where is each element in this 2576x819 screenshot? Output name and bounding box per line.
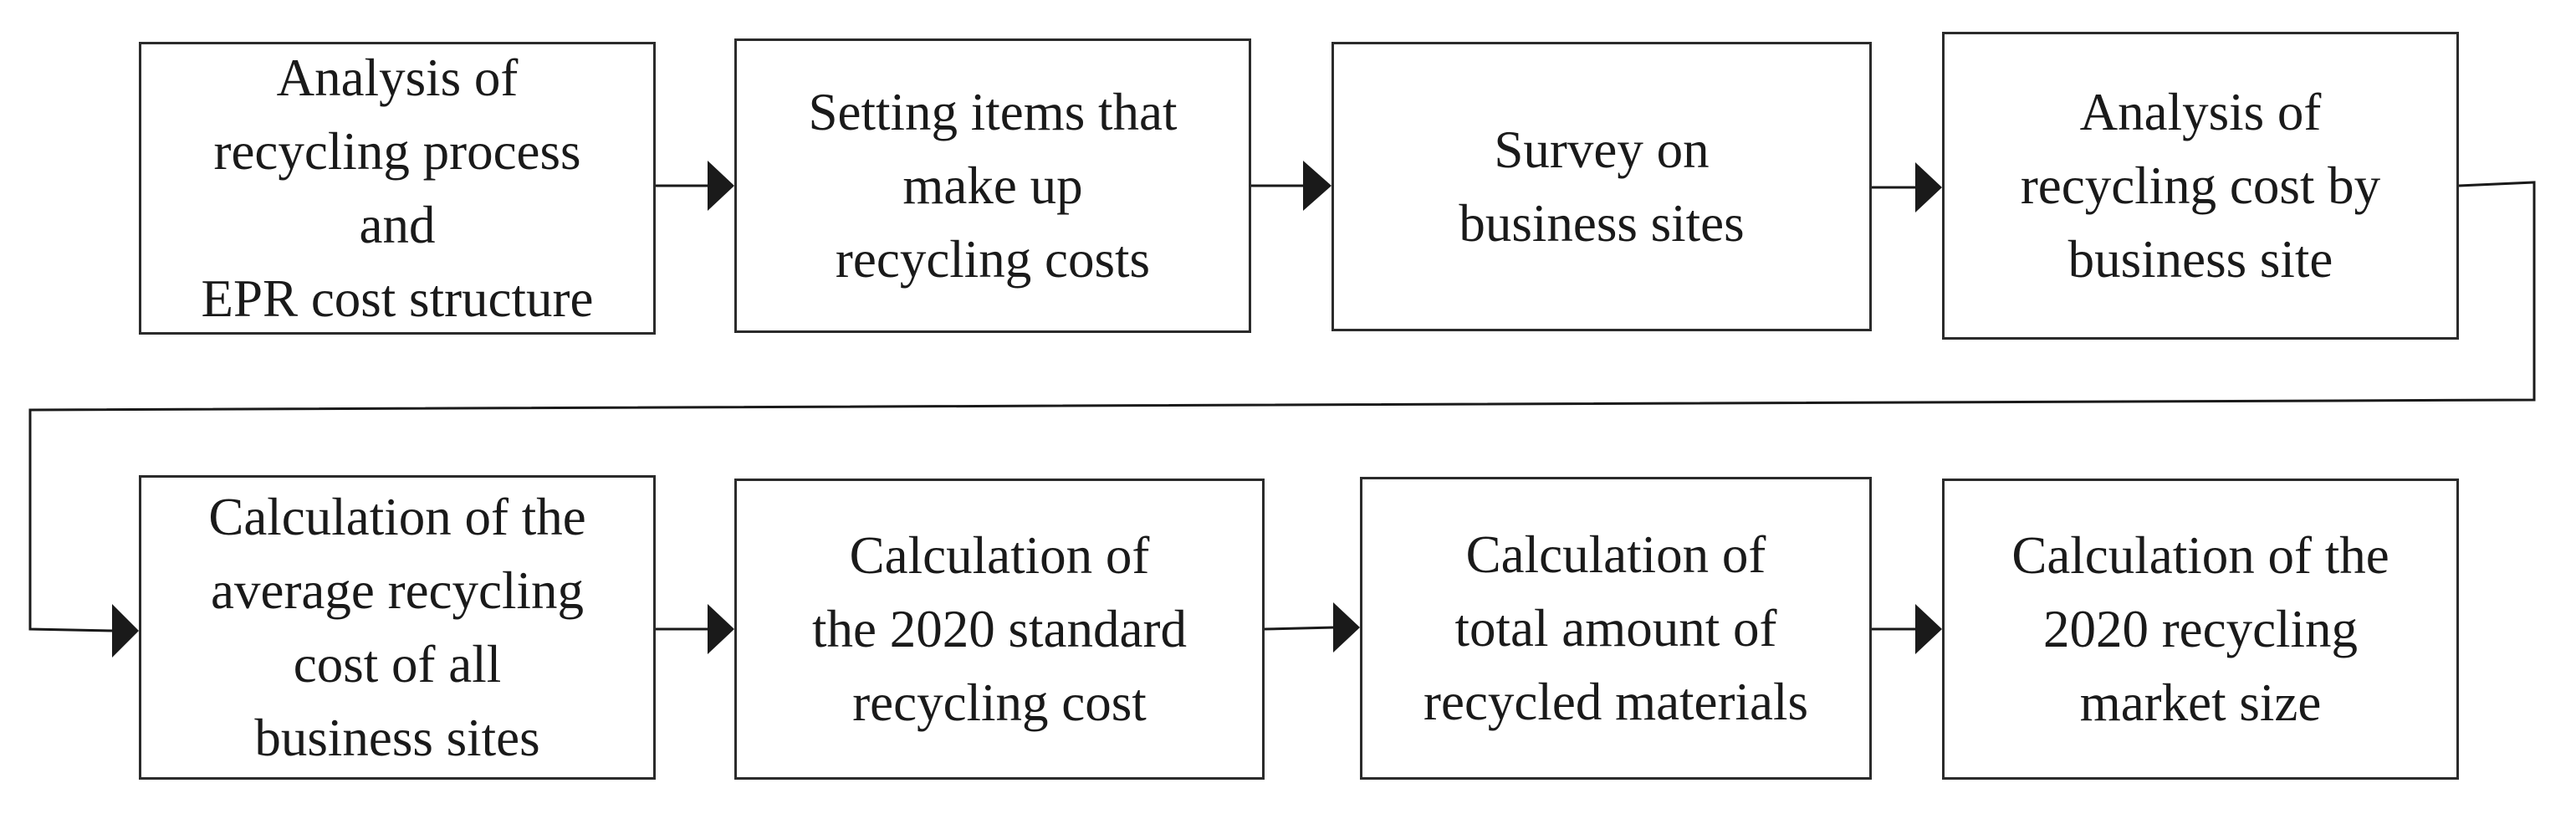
step-label: Calculation of the 2020 recycling market…	[2011, 526, 2389, 732]
step-recycling-market-size: Calculation of the 2020 recycling market…	[1942, 479, 2459, 780]
step-analysis-recycling-process: Analysis of recycling process and EPR co…	[139, 42, 656, 335]
arrow-head-icon	[112, 604, 139, 658]
step-label: Calculation of the 2020 standard recycli…	[812, 526, 1187, 732]
step-analysis-cost-by-site: Analysis of recycling cost by business s…	[1942, 32, 2459, 340]
step-label: Analysis of recycling process and EPR co…	[201, 49, 594, 328]
arrow-head-icon	[1915, 162, 1942, 212]
return-connector	[28, 181, 2536, 632]
step-label: Survey on business sites	[1459, 120, 1745, 253]
step-label: Setting items that make up recycling cos…	[808, 83, 1178, 289]
step-setting-cost-items: Setting items that make up recycling cos…	[734, 38, 1251, 333]
arrow-head-icon	[708, 161, 734, 211]
step-average-recycling-cost: Calculation of the average recycling cos…	[139, 475, 656, 780]
arrow-head-icon	[1915, 604, 1942, 654]
arrow-head-icon	[1333, 602, 1360, 653]
arrow-head-icon	[708, 604, 734, 654]
arrow-head-icon	[1303, 161, 1331, 211]
step-standard-recycling-cost: Calculation of the 2020 standard recycli…	[734, 479, 1265, 780]
connector-line	[1264, 626, 1336, 631]
step-total-recycled-materials: Calculation of total amount of recycled …	[1360, 477, 1872, 780]
step-survey-business-sites: Survey on business sites	[1331, 42, 1872, 331]
step-label: Analysis of recycling cost by business s…	[2020, 83, 2381, 289]
step-label: Calculation of total amount of recycled …	[1423, 525, 1808, 731]
step-label: Calculation of the average recycling cos…	[208, 488, 586, 767]
